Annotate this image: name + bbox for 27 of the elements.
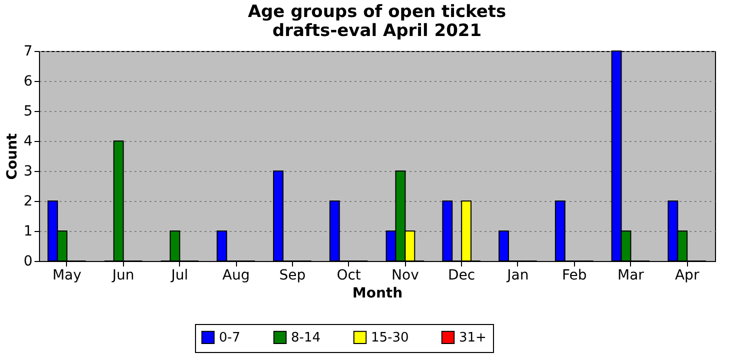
x-tick-label: Apr (674, 268, 700, 284)
x-axis-title: Month (352, 286, 403, 302)
chart-title: Age groups of open tickets drafts-eval April 2021 (248, 2, 506, 41)
x-tick-label: Mar (618, 268, 644, 284)
y-tick-label: 0 (24, 254, 32, 270)
x-tick-label: May (52, 268, 82, 284)
x-tick-label: Feb (562, 268, 587, 284)
x-tick-label: Dec (448, 268, 476, 284)
x-tick-label: Aug (222, 268, 250, 284)
y-tick-label: 2 (24, 194, 32, 210)
legend-label: 8-14 (291, 330, 321, 346)
y-tick-label: 7 (24, 44, 32, 60)
y-axis-title: Count (4, 132, 21, 180)
y-tick-label: 5 (24, 104, 32, 120)
x-tick-label: Sep (279, 268, 306, 284)
y-tick-label: 3 (24, 164, 32, 180)
x-tick-label: Oct (336, 268, 362, 284)
x-tick-label: Jun (111, 268, 134, 284)
legend-label: 15-30 (371, 330, 409, 346)
y-tick-label: 6 (24, 74, 33, 90)
x-tick-label: Jan (506, 268, 529, 284)
y-tick-label: 1 (24, 224, 32, 240)
x-tick-label: Jul (170, 268, 188, 284)
legend-label: 31+ (459, 330, 486, 346)
y-tick-label: 4 (24, 134, 33, 150)
legend-label: 0-7 (219, 330, 240, 346)
x-tick-label: Nov (392, 268, 419, 284)
